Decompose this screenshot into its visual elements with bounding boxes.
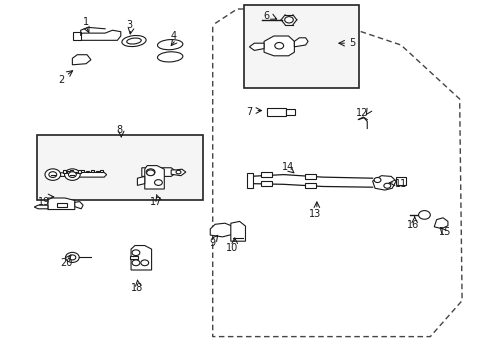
Polygon shape [372,176,395,190]
Text: 2: 2 [58,75,64,85]
Circle shape [274,42,283,49]
Circle shape [141,260,148,266]
Circle shape [45,169,61,180]
Text: 1: 1 [82,17,88,27]
Bar [260,181,272,186]
Circle shape [69,255,76,260]
Bar [244,5,359,88]
Text: 5: 5 [348,38,354,48]
Text: 20: 20 [60,258,72,268]
Bar [62,170,65,173]
Bar [74,172,77,173]
Circle shape [132,250,140,256]
Bar [86,171,89,172]
Bar [246,173,252,188]
Bar [91,170,94,172]
Bar [78,170,81,173]
Bar [285,109,294,115]
Polygon shape [433,218,447,229]
Circle shape [154,180,162,185]
Bar [37,135,203,200]
Polygon shape [142,168,177,176]
Polygon shape [249,43,264,50]
Circle shape [64,169,80,180]
Circle shape [418,211,429,219]
Circle shape [176,170,181,174]
Text: 10: 10 [225,243,238,253]
Ellipse shape [157,52,183,62]
Circle shape [146,170,154,176]
Circle shape [373,177,380,183]
Polygon shape [137,176,144,185]
Bar [57,203,66,207]
Bar [260,172,272,177]
Polygon shape [34,205,48,209]
Text: 8: 8 [117,125,122,135]
Polygon shape [72,55,91,65]
Text: 19: 19 [38,197,50,207]
Circle shape [146,169,155,175]
Ellipse shape [126,38,141,44]
Bar [70,170,73,173]
Text: 4: 4 [170,31,176,41]
Polygon shape [294,38,307,47]
Polygon shape [130,256,138,259]
Text: 13: 13 [308,209,321,219]
Bar [66,171,69,173]
Circle shape [284,17,293,23]
Bar [100,170,102,172]
Polygon shape [48,198,75,210]
Text: 12: 12 [355,108,367,118]
Polygon shape [171,169,185,176]
Polygon shape [210,223,233,237]
Text: 15: 15 [438,227,450,237]
Bar [96,171,99,172]
Text: 9: 9 [209,238,215,248]
Circle shape [49,172,57,177]
Polygon shape [75,202,83,209]
Text: 11: 11 [394,179,407,189]
Polygon shape [72,172,106,177]
Text: 14: 14 [282,162,294,172]
Polygon shape [264,36,294,56]
Ellipse shape [122,36,146,46]
Circle shape [68,172,76,177]
Polygon shape [131,246,151,270]
Bar [81,170,84,172]
Text: 3: 3 [126,20,132,30]
Polygon shape [144,166,164,189]
Circle shape [132,260,140,266]
Text: 18: 18 [130,283,143,293]
Polygon shape [230,221,245,241]
Bar [266,108,285,116]
Text: 6: 6 [263,11,269,21]
Text: 16: 16 [406,220,419,230]
Text: 17: 17 [150,197,163,207]
Polygon shape [76,30,121,40]
Circle shape [65,252,79,262]
Text: 7: 7 [246,107,252,117]
Ellipse shape [157,40,183,50]
Circle shape [383,183,390,188]
Bar [304,183,316,188]
Polygon shape [53,173,88,176]
Bar [304,174,316,179]
Polygon shape [73,32,81,40]
Bar [395,177,405,185]
